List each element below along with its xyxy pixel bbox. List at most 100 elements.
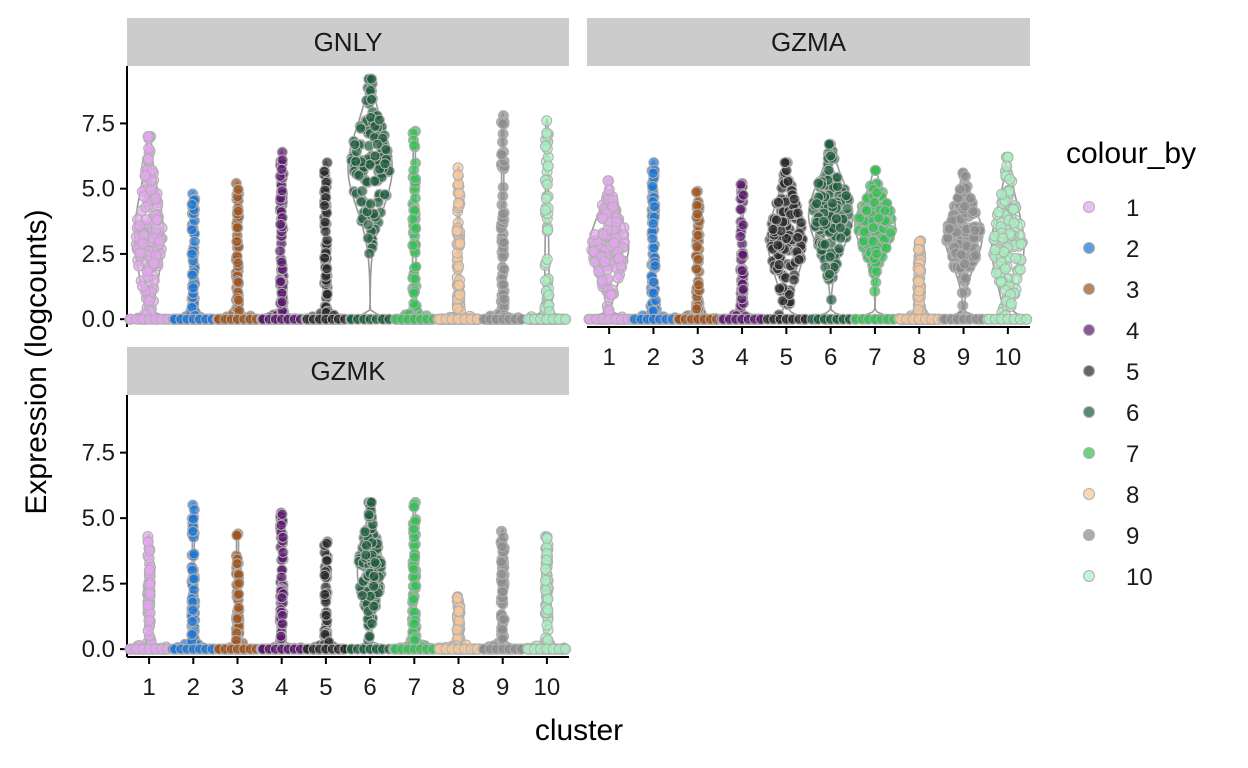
data-point (321, 537, 333, 549)
data-point (233, 577, 245, 589)
data-point (497, 531, 509, 543)
data-point (186, 269, 198, 281)
data-point (735, 203, 747, 215)
data-point (691, 263, 703, 275)
violin-group (345, 496, 395, 655)
data-point (231, 558, 243, 570)
data-point (825, 294, 837, 306)
data-point (497, 118, 509, 130)
data-point (143, 614, 155, 626)
data-point (647, 218, 659, 230)
data-point (232, 184, 244, 195)
legend-swatch (1083, 242, 1095, 254)
data-point (498, 614, 509, 626)
data-point (186, 199, 198, 210)
violin-group (301, 536, 351, 655)
data-point (959, 200, 971, 212)
data-point (914, 264, 925, 276)
data-point (959, 258, 971, 270)
data-point (408, 593, 419, 605)
data-point (319, 216, 331, 228)
data-point (188, 504, 200, 516)
y-tick-label: 7.5 (82, 110, 115, 137)
data-point (276, 296, 288, 308)
legend-label: 9 (1126, 523, 1139, 550)
data-point (364, 630, 375, 642)
data-point (355, 122, 367, 134)
data-point (913, 285, 925, 297)
data-point (276, 163, 288, 175)
data-point (232, 276, 244, 288)
data-point (792, 232, 804, 243)
y-tick-label: 0.0 (82, 306, 115, 333)
data-point (954, 183, 966, 195)
data-point (320, 225, 332, 237)
data-point (788, 274, 800, 286)
data-point (599, 256, 611, 268)
violin-group (981, 151, 1033, 325)
data-point (770, 214, 782, 226)
data-point (136, 280, 148, 292)
data-point (365, 496, 377, 508)
data-point (319, 569, 331, 581)
data-point (541, 179, 553, 190)
data-point (497, 136, 508, 148)
data-point (453, 188, 465, 199)
data-point (321, 288, 333, 300)
legend-swatch (1083, 324, 1095, 336)
data-point (366, 618, 378, 630)
data-point (871, 187, 883, 199)
data-point (408, 618, 420, 630)
data-point (142, 599, 154, 611)
data-point (782, 175, 794, 187)
facet-title: GZMA (771, 27, 847, 57)
legend-swatch (1083, 447, 1095, 459)
data-point (813, 177, 824, 189)
x-tick-label: 5 (780, 344, 793, 371)
legend-label: 8 (1126, 482, 1139, 509)
data-point (371, 138, 383, 150)
data-point (407, 239, 419, 251)
data-point (692, 208, 704, 220)
data-point (319, 200, 330, 211)
data-point (1008, 217, 1020, 229)
data-point (275, 519, 287, 531)
data-point (231, 529, 243, 541)
data-point (840, 190, 852, 202)
legend-item: 7 (1083, 441, 1139, 468)
data-point (368, 570, 380, 582)
data-point (144, 579, 156, 591)
data-point (737, 283, 749, 295)
x-tick-label: 9 (496, 674, 509, 701)
violin-group (583, 175, 636, 325)
legend-item: 4 (1083, 318, 1139, 345)
data-point (737, 249, 749, 261)
data-point (140, 201, 152, 213)
data-point (356, 185, 368, 197)
data-point (379, 189, 391, 201)
x-axis-title: cluster (535, 714, 623, 747)
data-point (541, 533, 553, 544)
legend-item: 6 (1083, 400, 1139, 427)
violin-group (477, 525, 528, 655)
y-tick-label: 5.0 (82, 505, 115, 532)
data-point (453, 279, 465, 291)
data-point (369, 556, 381, 568)
data-point (692, 229, 704, 241)
violin-group (124, 531, 174, 655)
legend-label: 10 (1126, 564, 1153, 591)
y-tick-label: 0.0 (82, 636, 115, 663)
data-point (539, 204, 551, 216)
data-point (541, 115, 553, 127)
data-point (277, 546, 289, 558)
data-point (134, 247, 146, 259)
data-point (613, 252, 625, 264)
violin-group (478, 110, 528, 325)
data-point (942, 232, 954, 244)
data-point (408, 297, 420, 309)
data-point (368, 600, 380, 612)
data-point (969, 224, 981, 236)
